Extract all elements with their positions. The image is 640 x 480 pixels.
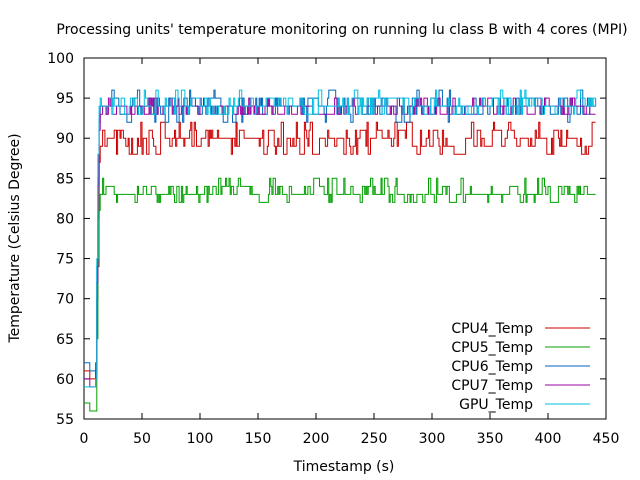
x-tick-label: 250 bbox=[361, 431, 388, 447]
y-axis-label: Temperature (Celsius Degree) bbox=[7, 133, 23, 343]
x-tick-label: 50 bbox=[133, 431, 151, 447]
x-axis-label: Timestamp (s) bbox=[293, 459, 395, 475]
y-tick-label: 60 bbox=[56, 372, 74, 388]
x-tick-label: 350 bbox=[477, 431, 504, 447]
plot-border bbox=[83, 57, 607, 420]
y-tick-label: 90 bbox=[56, 131, 74, 147]
y-tick-label: 70 bbox=[56, 292, 74, 308]
y-tick-label: 100 bbox=[47, 51, 74, 67]
series-line-cpu5-temp bbox=[84, 177, 596, 412]
plot-frame bbox=[83, 57, 607, 420]
legend: CPU4_Temp CPU5_Temp CPU6_Temp CPU7_Temp GPU_… bbox=[451, 321, 590, 413]
legend-label: CPU7_Temp bbox=[451, 378, 533, 394]
series-lines bbox=[84, 89, 597, 412]
x-tick-label: 150 bbox=[245, 431, 272, 447]
y-tick-label: 65 bbox=[56, 332, 74, 348]
legend-label: GPU_Temp bbox=[459, 397, 533, 413]
y-tick-label: 75 bbox=[56, 252, 74, 268]
y-tick-label: 55 bbox=[56, 412, 74, 428]
x-tick-label: 300 bbox=[419, 431, 446, 447]
series-line-gpu-temp bbox=[84, 89, 597, 388]
y-tick-label: 95 bbox=[56, 91, 74, 107]
series-line-cpu4-temp bbox=[84, 121, 596, 380]
legend-label: CPU6_Temp bbox=[451, 359, 533, 375]
y-axis: 55 60 65 70 75 80 85 90 95 100 bbox=[47, 51, 606, 428]
chart-title: Processing units' temperature monitoring… bbox=[56, 22, 627, 38]
x-axis: 0 50 100 150 200 250 300 350 400 450 bbox=[80, 58, 620, 447]
legend-label: CPU4_Temp bbox=[451, 321, 533, 337]
y-tick-label: 80 bbox=[56, 211, 74, 227]
x-tick-label: 200 bbox=[303, 431, 330, 447]
y-tick-label: 85 bbox=[56, 171, 74, 187]
x-tick-label: 0 bbox=[80, 431, 89, 447]
x-tick-label: 100 bbox=[187, 431, 214, 447]
legend-label: CPU5_Temp bbox=[451, 340, 533, 356]
x-tick-label: 450 bbox=[593, 431, 620, 447]
x-tick-label: 400 bbox=[535, 431, 562, 447]
